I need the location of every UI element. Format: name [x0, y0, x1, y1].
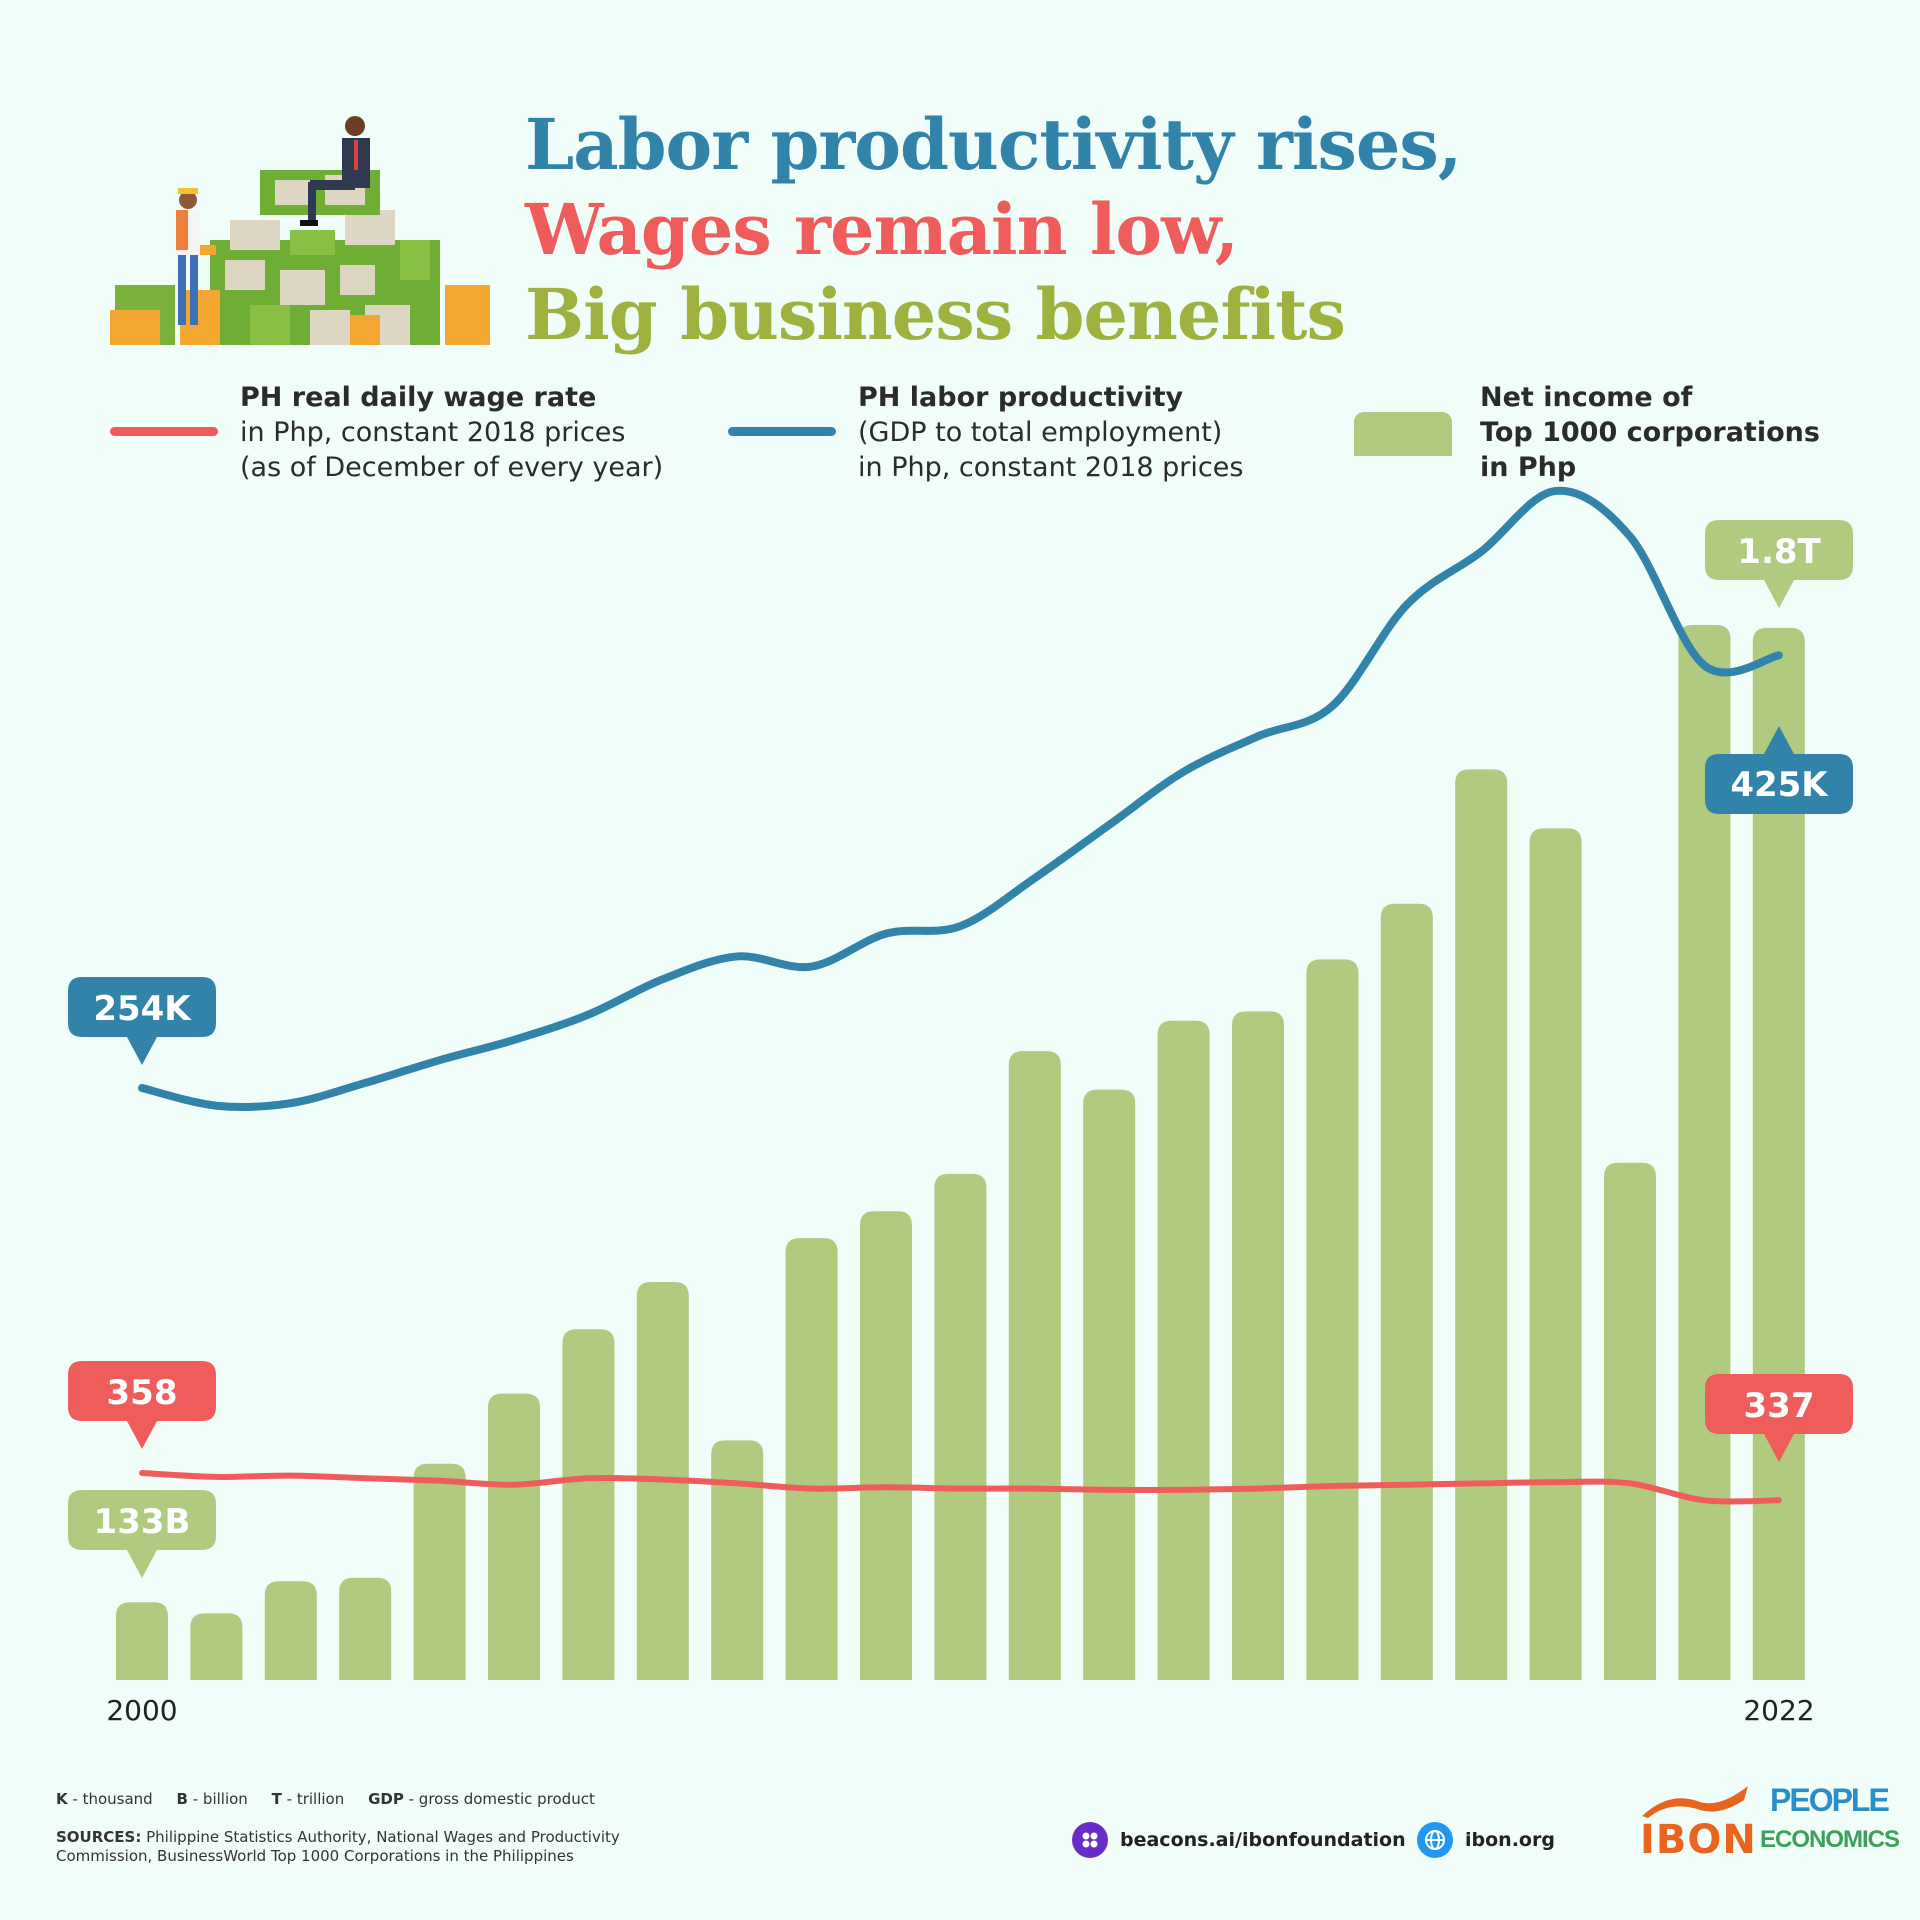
callout-wage-start-bubble — [68, 1361, 216, 1449]
income-bar-2015 — [1232, 1011, 1284, 1680]
link-ibon-text: ibon.org — [1465, 1829, 1555, 1851]
income-bar-2004 — [413, 1463, 466, 1680]
legend-wage-line2: in Php, constant 2018 prices — [240, 417, 626, 448]
legend-wage-line3: (as of December of every year) — [240, 452, 664, 483]
coin-stacks — [110, 285, 490, 345]
money-pile — [115, 170, 440, 345]
productivity-line — [138, 486, 1783, 1112]
legend-income-line3: in Php — [1480, 452, 1577, 483]
callout-productivity-start-bubble — [68, 977, 216, 1065]
callout-productivity-start: 254K — [68, 977, 216, 1065]
callout-wage-end: 337 — [1705, 1374, 1853, 1462]
income-bar-2017 — [1380, 903, 1433, 1680]
legend-swatch-wage — [110, 427, 218, 436]
title-line-3: Big business benefits — [525, 273, 1346, 356]
illustration-worker-and-businessman — [110, 116, 490, 345]
worker-figure — [176, 188, 216, 325]
economics-logo-text: ECONOMICS — [1760, 1826, 1900, 1853]
abbr-gdp-text: - gross domestic product — [403, 1790, 595, 1808]
beacons-icon — [1072, 1822, 1108, 1858]
wage-line — [139, 1470, 1782, 1505]
legend-productivity-line2: (GDP to total employment) — [858, 417, 1223, 448]
callout-income-end: 1.8T — [1705, 520, 1853, 608]
callout-productivity-end: 425K — [1705, 726, 1853, 814]
income-bar-2012 — [1008, 1051, 1061, 1680]
income-bar-2018 — [1455, 769, 1508, 1680]
income-bar-2010 — [860, 1211, 912, 1680]
globe-icon — [1417, 1822, 1453, 1858]
callout-productivity-start-text: 254K — [93, 989, 192, 1029]
link-ibon[interactable]: ibon.org — [1417, 1822, 1555, 1858]
abbreviations: K - thousand B - billion T - trillion GD… — [56, 1790, 595, 1808]
legend-income-line2: Top 1000 corporations — [1480, 417, 1820, 448]
legend-productivity-line3: in Php, constant 2018 prices — [858, 452, 1244, 483]
callout-productivity-end-text: 425K — [1730, 765, 1829, 805]
people-logo-text: PEOPLE — [1770, 1782, 1890, 1818]
income-bar-2000 — [116, 1602, 168, 1680]
income-bar-2003 — [339, 1577, 392, 1680]
ibon-logo: IBON — [1640, 1780, 1756, 1870]
callout-income-end-bubble — [1705, 520, 1853, 608]
abbr-t-key: T — [271, 1790, 282, 1808]
income-bar-2001 — [190, 1613, 243, 1680]
abbr-b-text: - billion — [187, 1790, 248, 1808]
income-bar-2016 — [1306, 959, 1359, 1680]
x-tick-label-end: 2022 — [1743, 1694, 1814, 1727]
people-economics-logo: PEOPLE ECONOMICS — [1760, 1784, 1900, 1870]
callout-wage-end-text: 337 — [1744, 1386, 1815, 1426]
sources: SOURCES: Philippine Statistics Authority… — [56, 1828, 620, 1866]
legend-productivity-title: PH labor productivity — [858, 382, 1184, 413]
callout-productivity-end-bubble — [1705, 726, 1853, 814]
legend-wage-title: PH real daily wage rate — [240, 382, 597, 413]
income-bar-2013 — [1083, 1089, 1136, 1680]
callout-wage-end-bubble — [1705, 1374, 1853, 1462]
title-line-1: Labor productivity rises, — [525, 103, 1462, 186]
callout-income-start-text: 133B — [94, 1502, 191, 1542]
sources-line2: Commission, BusinessWorld Top 1000 Corpo… — [56, 1847, 574, 1865]
callout-wage-start: 358 — [68, 1361, 216, 1449]
businessman-figure — [300, 116, 370, 226]
ibon-logo-text: IBON — [1640, 1817, 1757, 1863]
x-tick-label-start: 2000 — [106, 1694, 177, 1727]
income-bar-2011 — [934, 1173, 987, 1680]
abbr-k-key: K — [56, 1790, 68, 1808]
link-beacons[interactable]: beacons.ai/ibonfoundation — [1072, 1822, 1406, 1858]
callout-income-start-bubble — [68, 1490, 216, 1578]
income-bar-2009 — [785, 1238, 838, 1680]
callout-income-end-text: 1.8T — [1737, 532, 1821, 572]
abbr-gdp-key: GDP — [368, 1790, 404, 1808]
link-beacons-text: beacons.ai/ibonfoundation — [1120, 1829, 1406, 1851]
callout-income-start: 133B — [68, 1490, 216, 1578]
income-bar-2008 — [711, 1440, 764, 1680]
income-bar-2005 — [488, 1393, 540, 1680]
income-bar-2006 — [562, 1329, 615, 1680]
abbr-k-text: - thousand — [67, 1790, 153, 1808]
income-bar-2002 — [264, 1581, 317, 1680]
income-bar-2020 — [1604, 1162, 1656, 1680]
sources-line1: Philippine Statistics Authority, Nationa… — [146, 1828, 620, 1846]
sources-label: SOURCES: — [56, 1828, 142, 1846]
legend-income-line1: Net income of — [1480, 382, 1693, 413]
abbr-t-text: - trillion — [281, 1790, 345, 1808]
income-bars — [116, 625, 1805, 1681]
title-line-2: Wages remain low, — [525, 188, 1239, 271]
legend-swatch-income — [1354, 412, 1452, 456]
legend-swatch-productivity — [728, 427, 836, 436]
income-bar-2014 — [1157, 1020, 1210, 1680]
income-bar-2019 — [1529, 828, 1582, 1680]
callout-wage-start-text: 358 — [107, 1373, 178, 1413]
ibon-logo-swoosh-icon — [1642, 1786, 1748, 1818]
abbr-b-key: B — [176, 1790, 188, 1808]
